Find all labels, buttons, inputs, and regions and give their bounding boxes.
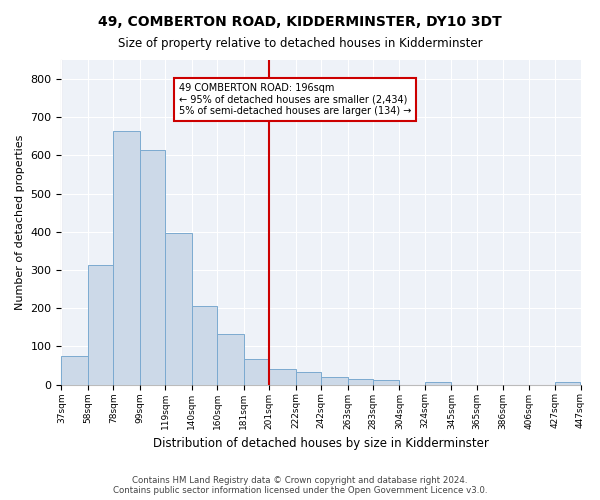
Bar xyxy=(192,306,217,384)
Bar xyxy=(373,380,400,384)
Bar xyxy=(555,382,580,384)
Text: Contains HM Land Registry data © Crown copyright and database right 2024.
Contai: Contains HM Land Registry data © Crown c… xyxy=(113,476,487,495)
Bar xyxy=(113,130,140,384)
Y-axis label: Number of detached properties: Number of detached properties xyxy=(15,134,25,310)
Text: 49 COMBERTON ROAD: 196sqm
← 95% of detached houses are smaller (2,434)
5% of sem: 49 COMBERTON ROAD: 196sqm ← 95% of detac… xyxy=(179,83,412,116)
Bar xyxy=(140,150,165,384)
Bar xyxy=(321,377,347,384)
Bar xyxy=(347,380,373,384)
Text: Size of property relative to detached houses in Kidderminster: Size of property relative to detached ho… xyxy=(118,38,482,51)
Bar xyxy=(88,266,113,384)
Bar xyxy=(244,358,269,384)
Bar xyxy=(61,356,88,384)
Bar xyxy=(165,232,192,384)
Bar xyxy=(269,370,296,384)
Bar xyxy=(296,372,321,384)
Text: 49, COMBERTON ROAD, KIDDERMINSTER, DY10 3DT: 49, COMBERTON ROAD, KIDDERMINSTER, DY10 … xyxy=(98,15,502,29)
Bar xyxy=(217,334,244,384)
X-axis label: Distribution of detached houses by size in Kidderminster: Distribution of detached houses by size … xyxy=(153,437,489,450)
Bar xyxy=(425,382,451,384)
